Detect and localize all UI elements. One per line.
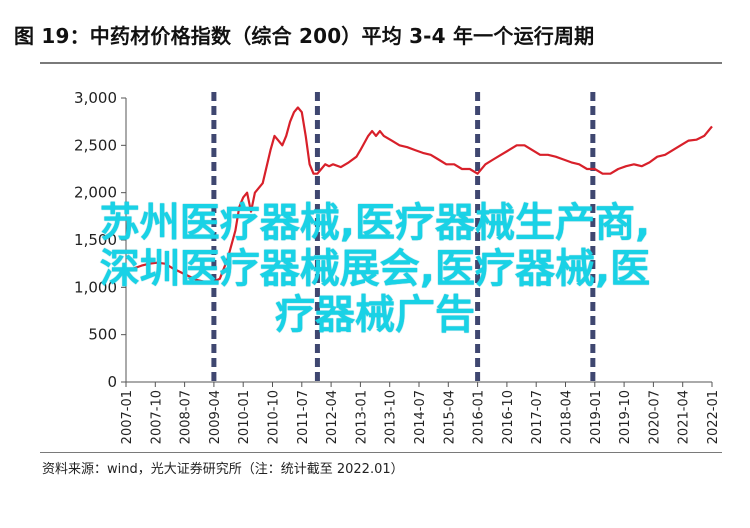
x-axis: 2007-01 2007-10 2008-07 2009-04 2010-01 2010-… bbox=[120, 381, 721, 444]
source-rule bbox=[40, 452, 722, 453]
x-tick-label: 2016-01 bbox=[472, 390, 487, 444]
y-tick-label: 1,000 bbox=[74, 278, 117, 296]
overlay-line-2: 深圳医疗器械展会,医疗器械,医 bbox=[99, 246, 651, 292]
watermark-overlay: 苏州医疗器械,医疗器械生产商, 深圳医疗器械展会,医疗器械,医 疗器械广告 bbox=[0, 200, 750, 338]
y-tick-label: 500 bbox=[88, 326, 117, 344]
x-tick-label: 2008-07 bbox=[179, 390, 194, 444]
x-tick-label: 2007-01 bbox=[120, 390, 135, 444]
x-tick-label: 2010-01 bbox=[237, 390, 252, 444]
series-layer bbox=[125, 106, 713, 284]
x-tick-label: 2011-07 bbox=[296, 390, 311, 444]
y-tick-label: 1,500 bbox=[74, 231, 117, 249]
x-tick-label: 2017-07 bbox=[530, 390, 545, 444]
x-tick-label: 2020-07 bbox=[647, 390, 662, 444]
y-axis: 0 500 1,000 1,500 2,000 2,500 3,000 bbox=[74, 89, 127, 391]
chart-title: 图 19：中药材价格指数（综合 200）平均 3-4 年一个运行周期 bbox=[14, 24, 595, 48]
price-index-line bbox=[125, 106, 713, 284]
x-tick-label: 2016-10 bbox=[501, 390, 516, 444]
x-tick-label: 2012-04 bbox=[325, 390, 340, 444]
cycle-dividers bbox=[211, 92, 596, 382]
x-tick-label: 2019-10 bbox=[618, 390, 633, 444]
source-note: 资料来源：wind，光大证券研究所（注：统计截至 2022.01） bbox=[42, 462, 404, 477]
x-tick-label: 2021-04 bbox=[677, 390, 692, 444]
x-tick-label: 2013-10 bbox=[384, 390, 399, 444]
overlay-line-1: 苏州医疗器械,医疗器械生产商, bbox=[99, 200, 651, 246]
title-rule bbox=[40, 62, 722, 64]
overlay-line-3: 疗器械广告 bbox=[275, 292, 475, 338]
y-tick-label: 3,000 bbox=[74, 89, 117, 107]
x-tick-label: 2022-01 bbox=[706, 390, 721, 444]
x-tick-label: 2013-01 bbox=[354, 390, 369, 444]
x-tick-label: 2019-01 bbox=[589, 390, 604, 444]
y-tick-label: 0 bbox=[107, 373, 117, 391]
x-tick-label: 2007-10 bbox=[149, 390, 164, 444]
x-tick-label: 2018-04 bbox=[560, 390, 575, 444]
x-tick-label: 2015-04 bbox=[442, 390, 457, 444]
x-tick-label: 2009-04 bbox=[208, 390, 223, 444]
x-tick-label: 2010-10 bbox=[267, 390, 282, 444]
y-tick-label: 2,500 bbox=[74, 136, 117, 154]
x-tick-label: 2014-07 bbox=[413, 390, 428, 444]
y-tick-label: 2,000 bbox=[74, 184, 117, 202]
